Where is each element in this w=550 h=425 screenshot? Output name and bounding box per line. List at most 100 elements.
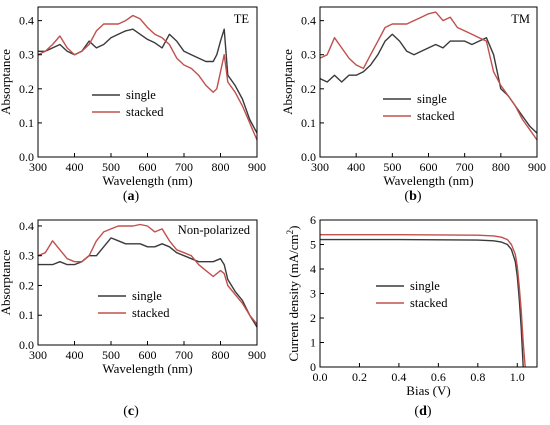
y-tick-label: 0.2 — [19, 82, 34, 96]
series-line-stacked — [37, 223, 258, 325]
panel-label: (c) — [123, 404, 139, 419]
series-line-single — [319, 33, 538, 134]
x-tick-label: 1.0 — [510, 370, 525, 384]
panel-label-letter: a — [128, 189, 135, 204]
y-tick-label: 0.1 — [19, 308, 34, 322]
panel-b: 300 400 500 600 700 800 900 0.0 0.1 0.2 0.3 0.4 Wave… — [280, 6, 546, 204]
x-tick-label: 900 — [248, 348, 266, 362]
y-tick-label: 0.1 — [301, 116, 316, 130]
x-tick-label: 500 — [102, 348, 120, 362]
legend-label-single: single — [132, 289, 162, 303]
y-tick-label: 0.0 — [301, 150, 316, 164]
legend: single stacked — [92, 88, 164, 119]
panel-label-letter: d — [419, 404, 427, 419]
panel-label-close: ) — [427, 404, 432, 419]
x-tick-label: 800 — [212, 348, 230, 362]
y-tick-label: 0.4 — [19, 219, 34, 233]
y-tick-label: 0.2 — [301, 82, 316, 96]
panel-label: (b) — [404, 189, 421, 204]
y-tick-label: 0.1 — [19, 116, 34, 130]
series-line-single — [320, 238, 524, 368]
plot-frame — [37, 219, 258, 346]
y-tick-label: 0.3 — [19, 48, 34, 62]
y-tick-label: 0.3 — [19, 249, 34, 263]
x-tick-label: 0.8 — [470, 370, 485, 384]
x-tick-label: 700 — [456, 160, 474, 174]
legend-label-stacked: stacked — [126, 105, 164, 119]
panel-a: 300 400 500 600 700 800 900 0.0 0.1 0.2 0.3 0.4 Wave… — [0, 6, 266, 204]
x-tick-label: 600 — [139, 160, 157, 174]
legend: single stacked — [383, 92, 455, 123]
x-axis-label: Wavelength (nm) — [102, 173, 192, 188]
y-axis-label-tail: ) — [286, 226, 301, 230]
panel-label-letter: c — [128, 404, 134, 419]
panel-label: (d) — [414, 404, 431, 419]
y-tick-label: 0.4 — [19, 14, 34, 28]
x-tick-label: 600 — [420, 160, 438, 174]
x-tick-label: 400 — [66, 348, 84, 362]
y-tick-label: 2 — [310, 311, 316, 325]
panel-label-close: ) — [135, 189, 140, 204]
series-line-stacked — [319, 11, 538, 141]
x-tick-label: 300 — [29, 348, 47, 362]
x-tick-label: 800 — [492, 160, 510, 174]
y-tick-label: 0.4 — [301, 14, 316, 28]
x-tick-label: 500 — [102, 160, 120, 174]
y-tick-label: 1 — [310, 336, 316, 350]
panel-label: (a) — [123, 189, 140, 204]
panel-label-close: ) — [417, 189, 422, 204]
x-axis-label: Wavelength (nm) — [383, 173, 473, 188]
y-axis-label: Current density (mA/cm2) — [285, 226, 301, 362]
x-tick-label: 500 — [383, 160, 401, 174]
series-line-stacked — [320, 233, 526, 368]
x-axis-label: Bias (V) — [406, 383, 450, 398]
x-tick-label: 400 — [66, 160, 84, 174]
y-tick-label: 0.0 — [19, 338, 34, 352]
x-axis-label: Wavelength (nm) — [102, 361, 192, 376]
y-axis-label: Absorptance — [280, 49, 295, 115]
panel-c: 300 400 500 600 700 800 900 0.0 0.1 0.2 0.3 0.4 Wave… — [0, 219, 266, 419]
legend-label-stacked: stacked — [417, 109, 455, 123]
x-tick-label: 800 — [212, 160, 230, 174]
panel-label-open: ( — [123, 189, 128, 204]
y-axis-label: Absorptance — [0, 49, 13, 115]
series-line-single — [38, 237, 258, 328]
y-tick-label: 0.2 — [19, 278, 34, 292]
x-tick-label: 400 — [347, 160, 365, 174]
legend-label-stacked: stacked — [410, 296, 448, 310]
x-tick-label: 0.0 — [313, 370, 328, 384]
x-tick-label: 0.6 — [431, 370, 446, 384]
panel-label-letter: b — [409, 189, 417, 204]
y-tick-label: 0 — [310, 360, 316, 374]
plot-frame — [319, 219, 538, 368]
x-tick-label: 0.2 — [352, 370, 367, 384]
polarization-annotation: TM — [511, 12, 530, 26]
y-axis-label: Absorptance — [0, 249, 13, 315]
x-tick-label: 0.4 — [391, 370, 406, 384]
y-tick-label: 0.3 — [301, 48, 316, 62]
panel-label-open: ( — [414, 404, 419, 419]
x-tick-label: 600 — [139, 348, 157, 362]
panel-label-open: ( — [404, 189, 409, 204]
y-axis-label-main: Current density (mA/cm — [286, 234, 301, 361]
x-tick-label: 900 — [248, 160, 266, 174]
legend: single stacked — [98, 289, 170, 320]
x-tick-label: 700 — [175, 160, 193, 174]
polarization-annotation: TE — [234, 12, 250, 26]
panel-d: 0.0 0.2 0.4 0.6 0.8 1.0 0 1 2 3 4 5 6 Bias (V) Current… — [285, 213, 538, 419]
legend-label-single: single — [410, 279, 440, 293]
x-tick-label: 300 — [29, 160, 47, 174]
y-tick-label: 4 — [310, 262, 316, 276]
legend: single stacked — [376, 279, 448, 310]
x-tick-label: 300 — [311, 160, 329, 174]
y-tick-label: 0.0 — [19, 150, 34, 164]
y-tick-label: 6 — [310, 213, 316, 227]
series-line-stacked — [37, 14, 258, 141]
panel-label-open: ( — [123, 404, 128, 419]
legend-label-single: single — [417, 92, 447, 106]
plot-frame — [319, 6, 538, 158]
y-tick-label: 5 — [310, 238, 316, 252]
polarization-annotation: Non-polarized — [178, 223, 251, 237]
y-axis-label-superscript: 2 — [285, 230, 295, 235]
